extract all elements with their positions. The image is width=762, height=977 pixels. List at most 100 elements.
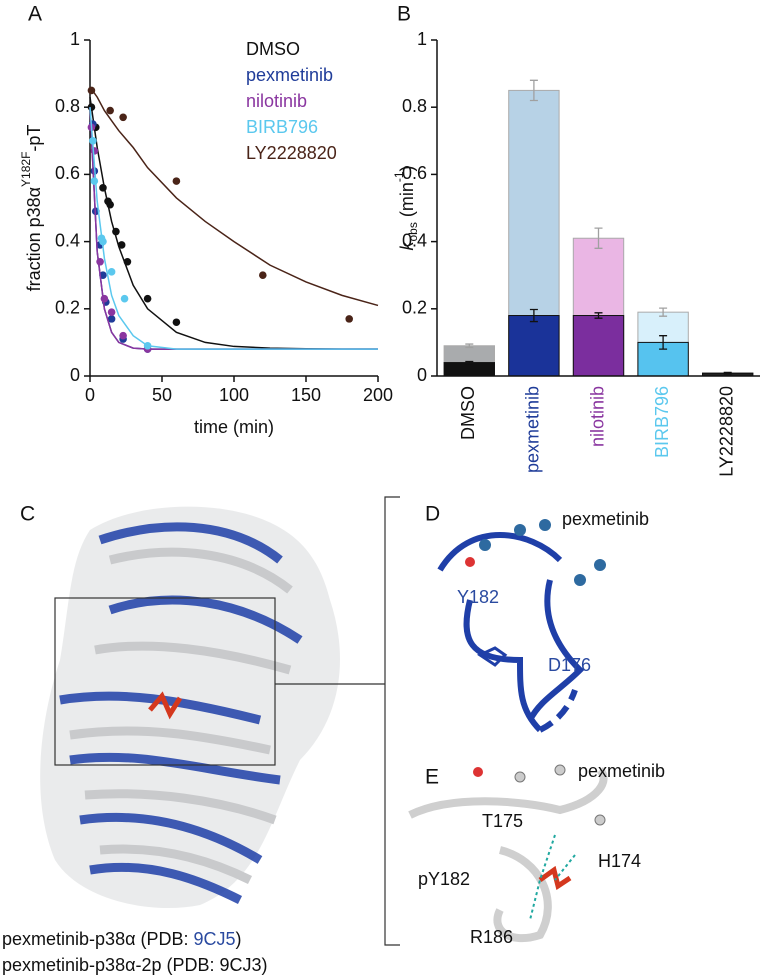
structure-d [437,519,606,733]
data-point [112,227,120,236]
error-bar [659,335,668,350]
data-point [143,341,152,350]
residue-label: D176 [548,655,591,675]
data-point [106,106,114,115]
data-point [87,103,96,111]
residue-label: Y182 [457,587,499,607]
y-tick-label: 0.8 [402,96,427,116]
residue-label: H174 [598,851,641,871]
y-label-sub: obs [406,222,420,241]
caption-text: ) [236,929,242,949]
data-point [87,86,96,95]
data-point [143,294,152,303]
panel-label: B [397,3,411,26]
caption-code: 9CJ5 [194,929,236,949]
y-tick-label: 0.6 [402,163,427,183]
error-bar [594,227,603,249]
y-tick-label: 0.6 [55,163,80,183]
bar [508,315,560,377]
y-tick-label: 0 [417,365,427,385]
y-axis-label: fraction p38αY182F-pT [19,125,44,292]
x-axis-label: time (min) [194,417,274,437]
panel-label: D [425,503,440,526]
y-tick-label: 0.4 [55,230,80,250]
y-label-text: (min [397,182,417,222]
ligand-label: pexmetinib [578,761,665,781]
data-point [106,200,114,209]
data-point [172,177,181,185]
y-tick-label: 1 [417,29,427,49]
structure-e [408,764,608,943]
y-tick-label: 1 [70,29,80,49]
residue-label: pY182 [418,869,470,889]
y-tick-label: 0.2 [55,298,80,318]
caption: pexmetinib-p38α-2p (PDB: 9CJ3) [2,955,268,975]
residue-label: R186 [470,927,513,947]
caption-text: pexmetinib-p38α (PDB: [2,929,194,949]
x-tick-label: pexmetinib [523,386,543,473]
error-bar [594,312,603,319]
y-tick-label: 0.8 [55,96,80,116]
y-label-sup: Y182F [19,152,33,187]
x-tick-label: 50 [152,385,172,405]
data-point [107,315,116,323]
x-tick-label: 200 [363,385,393,405]
error-bar [723,371,732,375]
panel-label: E [425,766,439,789]
legend-entry: nilotinib [246,91,307,111]
fit-line [89,97,378,350]
data-point [345,315,354,323]
data-point [90,147,99,155]
data-point [107,268,116,276]
data-point [172,318,181,327]
fit-line [89,86,379,307]
panel-label: C [20,503,35,526]
caption: pexmetinib-p38α (PDB: 9CJ5) [2,929,242,949]
data-point [259,271,267,280]
panel-label: A [28,3,42,26]
x-tick-label: 150 [291,385,321,405]
error-bar [465,343,474,349]
legend-entry: LY2228820 [246,143,337,163]
error-bar [659,307,668,317]
legend-entry: pexmetinib [246,65,333,85]
data-point [99,184,107,192]
data-point [119,113,127,122]
y-tick-label: 0.4 [402,230,427,250]
y-label-sup: -1 [392,171,406,182]
data-point [96,257,104,266]
bar [443,362,495,377]
protein-structure-c [40,496,400,946]
data-point [89,137,97,145]
fit-line [89,107,378,350]
data-point [107,308,116,316]
error-bar [529,79,538,102]
y-label-text: ) [397,165,417,171]
legend-entry: DMSO [246,39,300,59]
legend-entry: BIRB796 [246,117,318,137]
y-axis-label: kobs (min-1) [392,165,420,250]
residue-label: T175 [482,811,523,831]
y-label-text: -pT [24,125,44,152]
ligand-label: pexmetinib [562,509,649,529]
data-point [119,331,127,340]
data-point [90,177,99,185]
data-point [123,257,132,266]
x-tick-label: 0 [85,385,95,405]
x-tick-label: DMSO [458,386,478,440]
data-point [100,294,109,303]
data-point [117,241,126,249]
bar [572,315,625,377]
error-bar [465,360,474,365]
data-point [120,294,129,303]
y-label-text: fraction p38α [24,187,44,291]
x-tick-label: LY2228820 [716,386,736,477]
y-tick-label: 0.2 [402,298,427,318]
y-tick-label: 0 [70,365,80,385]
error-bar [529,308,538,323]
y-label-text: k [397,241,417,251]
x-tick-label: nilotinib [587,386,607,447]
data-point [99,237,107,246]
x-tick-label: BIRB796 [652,386,672,458]
